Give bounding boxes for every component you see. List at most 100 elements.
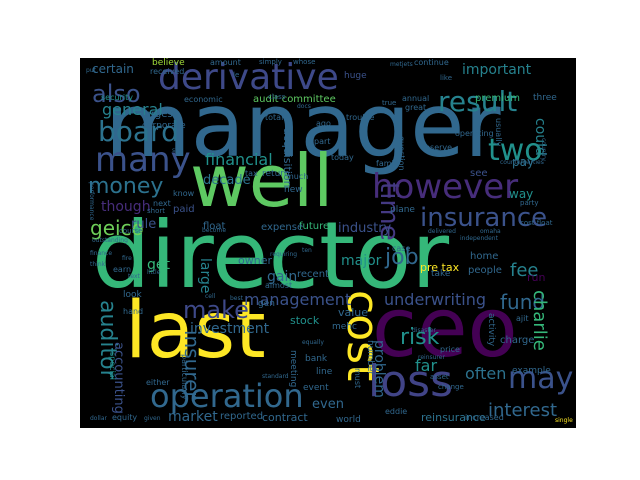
word-even: even	[312, 397, 344, 412]
word-ceo: ceo	[372, 281, 518, 376]
word-last: last	[125, 286, 266, 376]
word-security: security	[101, 93, 133, 102]
word-premium: premium	[475, 93, 520, 104]
word-audit-committee: audit committee	[253, 94, 336, 105]
word-large: large	[197, 258, 213, 294]
word-job: job	[385, 245, 419, 270]
word-become: become	[202, 227, 227, 234]
word-whose: whose	[293, 58, 316, 66]
word-important: important	[462, 62, 532, 78]
word-today: today	[331, 153, 354, 162]
word-disaster: disaster	[412, 327, 436, 334]
word-performance: performance	[88, 182, 95, 221]
word-dollar: dollar	[90, 415, 107, 422]
word-hand: hand	[123, 307, 144, 316]
word-financial: financial	[205, 150, 273, 169]
word-particularly: particularly	[180, 354, 189, 400]
word-line: line	[316, 367, 333, 377]
word-equity: equity	[112, 413, 138, 422]
word-way: way	[509, 187, 534, 201]
word-pre-tax: pre tax	[420, 261, 460, 274]
word-omaha: omaha	[480, 228, 501, 235]
word-cost-float: cost float	[520, 219, 553, 227]
word-delivered: delivered	[428, 228, 456, 235]
word-asset: asset	[430, 373, 449, 381]
word-mehc: mehc	[332, 322, 357, 332]
word-given: given	[144, 415, 161, 422]
word-recent: recent	[297, 269, 329, 280]
word-must: must	[353, 368, 362, 389]
word-received: received	[150, 67, 185, 76]
word-get: get	[147, 257, 170, 273]
word-huge: huge	[344, 71, 367, 81]
word-value: value	[338, 306, 369, 319]
word-corporate: corporate	[142, 121, 186, 131]
word-meeting: meeting	[288, 350, 298, 388]
word-total: total	[265, 113, 284, 122]
word-also: also	[92, 80, 141, 108]
word-eddie: eddie	[385, 407, 408, 416]
word-float: float	[203, 221, 226, 232]
word-still: still	[172, 147, 183, 154]
word-change: change	[438, 383, 464, 391]
word-market: market	[168, 409, 218, 425]
word-believe: believe	[152, 58, 185, 68]
word-operation: operation	[150, 377, 304, 415]
word-activity: activity	[486, 313, 496, 347]
word-geico: geico	[90, 216, 144, 240]
word-manager: manager	[105, 74, 501, 177]
word-reserve: reserve	[422, 143, 453, 152]
word-pay: pay	[512, 155, 535, 169]
word-reinsurance: reinsurance	[421, 411, 486, 424]
word-far: far	[415, 356, 438, 375]
word-run: run	[527, 271, 546, 284]
word-may: may	[508, 361, 574, 396]
word-plane: plane	[390, 205, 415, 215]
word-interest: interest	[488, 400, 558, 421]
word-contract: contract	[262, 411, 308, 424]
word-operating: operating	[455, 129, 494, 138]
word-take: take	[431, 269, 451, 279]
word-cell: cell	[205, 293, 216, 300]
word-case: case	[392, 244, 411, 253]
word-largest: largest	[142, 109, 177, 120]
word-usually: usually	[494, 118, 503, 147]
word-independent: independent	[460, 235, 498, 242]
word-little: little	[147, 269, 161, 276]
word-bank: bank	[305, 354, 328, 364]
word-gain: gain	[267, 269, 298, 285]
word-think: think	[90, 261, 106, 268]
word-economic: economic	[184, 95, 223, 104]
word-though: though	[101, 199, 151, 215]
word-ten: ten	[302, 247, 312, 254]
word-true: true	[382, 99, 397, 107]
word-family: family	[376, 159, 401, 168]
word-great: great	[405, 103, 427, 112]
word-new: new	[284, 185, 303, 195]
word-decade: decade	[203, 173, 251, 188]
word-paid: paid	[173, 204, 195, 215]
word-earn: earn	[113, 265, 132, 274]
word-result: result	[438, 85, 518, 118]
word-money: money	[88, 174, 164, 199]
word-increased: increased	[465, 413, 504, 422]
word-industry: industry	[338, 221, 392, 236]
word-tax: tax	[245, 169, 258, 178]
word-charge: charge	[500, 335, 535, 346]
word-either: either	[146, 378, 170, 387]
word-investment: investment	[190, 321, 270, 337]
word-look: look	[123, 290, 142, 300]
word-simply: simply	[259, 58, 282, 66]
word-finance: finance	[90, 250, 113, 257]
word-director: director	[92, 202, 450, 309]
word-people: people	[468, 265, 502, 276]
word-course: course	[119, 227, 143, 235]
word-part: part	[314, 137, 331, 146]
word-price: price	[440, 345, 460, 354]
word-much: much	[286, 172, 309, 181]
word-equally: equally	[302, 339, 324, 346]
word-derivative: derivative	[158, 58, 339, 98]
word-general: general	[102, 100, 163, 119]
word-risk: risk	[400, 325, 440, 350]
word-stock: stock	[290, 314, 320, 327]
